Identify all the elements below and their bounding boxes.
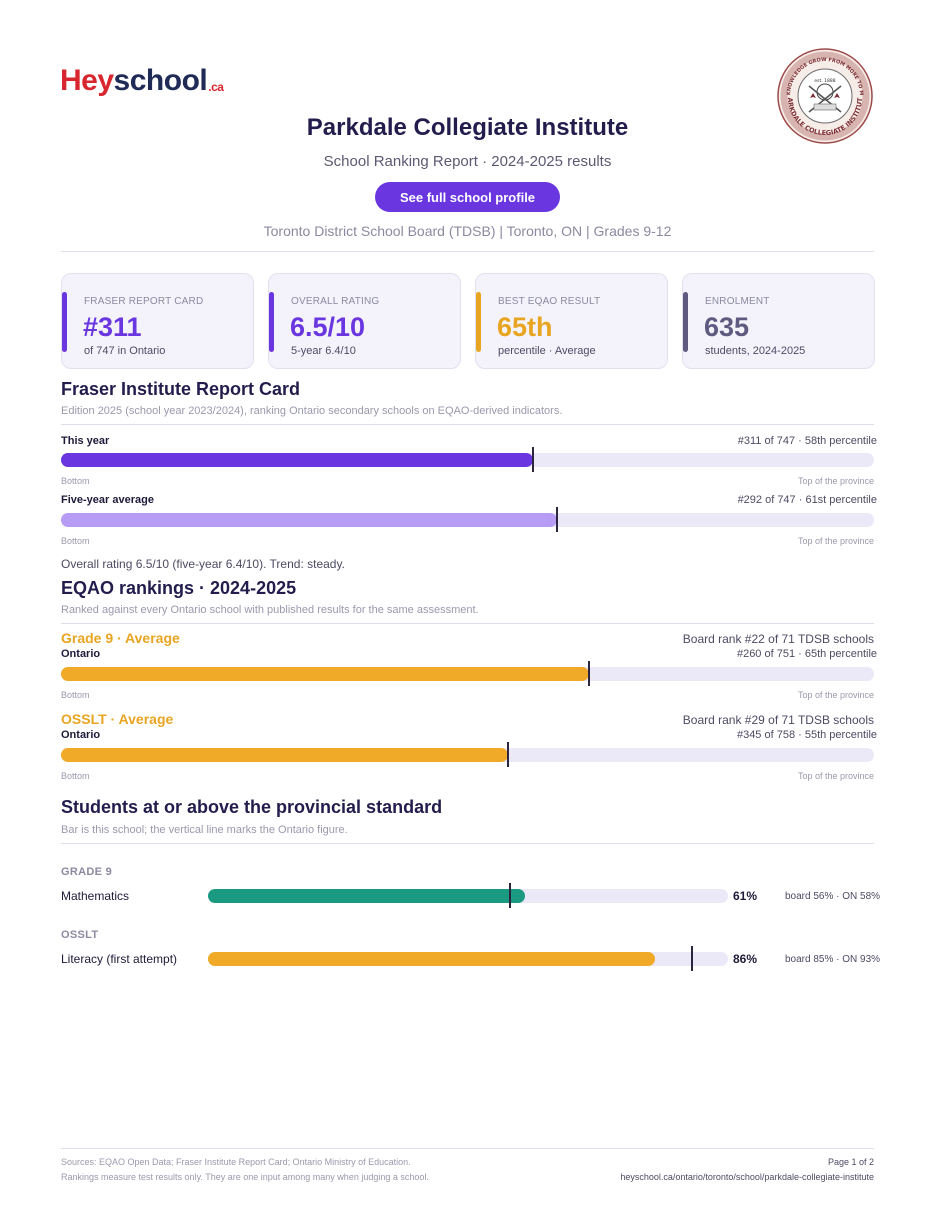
standard-subject: Mathematics [61, 889, 130, 903]
eqao-heading: EQAO rankings · 2024-2025 [61, 578, 297, 598]
eqao-bar-track [61, 661, 874, 686]
standard-group-label: OSSLT [61, 929, 99, 941]
standard-compare: board 85% · ON 93% [785, 954, 881, 965]
stat-card-rating: OVERALL RATING 6.5/10 5-year 6.4/10 [268, 273, 461, 369]
standard-percent: 61% [733, 889, 758, 903]
card-accent [476, 292, 481, 352]
footer-divider [61, 1148, 874, 1149]
bar-edge-bottom: Bottom [61, 536, 90, 546]
stat-value: 65th [497, 312, 553, 342]
card-accent [62, 292, 67, 352]
standard-percent: 86% [733, 952, 758, 966]
fraser-description: Edition 2025 (school year 2023/2024), ra… [61, 405, 563, 417]
fraser-bar-fill [61, 513, 557, 527]
footer-disclaimer: Rankings measure test results only. They… [61, 1172, 429, 1182]
eqao-bar-fill [61, 748, 509, 762]
stat-card-eqao: BEST EQAO RESULT 65th percentile · Avera… [475, 273, 668, 369]
bar-edge-bottom: Bottom [61, 771, 90, 781]
standard-group-label: GRADE 9 [61, 866, 112, 878]
fraser-row-label: This year [61, 435, 110, 447]
stat-label: ENROLMENT [705, 296, 770, 307]
eqao-rank: #260 of 751 · 65th percentile [736, 648, 877, 660]
eqao-board-rank: Board rank #29 of 71 TDSB schools [682, 713, 874, 727]
ontario-marker [508, 883, 511, 908]
stat-card-enrolment: ENROLMENT 635 students, 2024-2025 [682, 273, 875, 369]
standard-heading: Students at or above the provincial stan… [61, 797, 443, 817]
school-crest-icon: LET KNOWLEDGE GROW FROM MORE TO MORE PAR… [774, 46, 873, 144]
stat-label: FRASER REPORT CARD [84, 296, 204, 307]
card-accent [269, 292, 274, 352]
page-title: Parkdale Collegiate Institute [306, 114, 629, 141]
header-divider [61, 251, 874, 252]
eqao-scope: Ontario [61, 648, 101, 660]
standard-bar-fill [208, 952, 656, 966]
ontario-marker [690, 946, 693, 971]
footer-url[interactable]: heyschool.ca/ontario/toronto/school/park… [620, 1172, 874, 1182]
eqao-rank: #345 of 758 · 55th percentile [736, 729, 877, 741]
logo-tld: .ca [208, 80, 224, 94]
eqao-description: Ranked against every Ontario school with… [61, 604, 479, 616]
standard-subject: Literacy (first attempt) [61, 952, 178, 966]
eqao-bar-track [61, 742, 874, 767]
bar-edge-top: Top of the province [797, 690, 874, 700]
stat-sub: percentile · Average [498, 345, 596, 357]
school-meta: Toronto District School Board (TDSB) | T… [263, 223, 672, 239]
fraser-bar-fill [61, 453, 533, 467]
fraser-row-rank: #311 of 747 · 58th percentile [737, 435, 877, 447]
section-divider [61, 623, 874, 624]
stat-card-fraser: FRASER REPORT CARD #311 of 747 in Ontari… [61, 273, 254, 369]
bar-edge-top: Top of the province [797, 771, 874, 781]
fraser-bar-track [61, 507, 874, 532]
fraser-bar-marker [555, 507, 558, 532]
eqao-board-rank: Board rank #22 of 71 TDSB schools [682, 632, 874, 646]
eqao-bar-fill [61, 667, 590, 681]
logo-hey: Hey [60, 64, 114, 97]
stat-value: #311 [83, 312, 142, 342]
eqao-row-title: OSSLT · Average [61, 711, 174, 727]
footer-right: Page 1 of 2 heyschool.ca/ontario/toronto… [620, 1155, 874, 1185]
standard-description: Bar is this school; the vertical line ma… [61, 824, 348, 836]
stat-sub: 5-year 6.4/10 [291, 345, 356, 357]
stat-label: BEST EQAO RESULT [498, 296, 601, 307]
footer-sources-text: Sources: EQAO Open Data; Fraser Institut… [61, 1157, 411, 1167]
bar-edge-top: Top of the province [797, 536, 874, 546]
eqao-bar-marker [507, 742, 510, 767]
stat-value: 635 [704, 312, 750, 342]
fraser-heading: Fraser Institute Report Card [61, 379, 301, 399]
standard-bar-track [208, 883, 728, 908]
fraser-row-rank: #292 of 747 · 61st percentile [737, 494, 877, 506]
heyschool-logo[interactable]: Hey school .ca [60, 62, 224, 98]
stat-sub: of 747 in Ontario [84, 345, 166, 357]
eqao-bar-marker [588, 661, 591, 686]
page-subtitle: School Ranking Report · 2024-2025 result… [323, 153, 612, 170]
fraser-bar-track [61, 447, 874, 472]
seal-established: est. 1888 [814, 78, 835, 84]
stat-sub: students, 2024-2025 [705, 345, 806, 357]
fraser-bar-marker [531, 447, 534, 472]
eqao-scope: Ontario [61, 729, 101, 741]
standard-compare: board 56% · ON 58% [785, 891, 881, 902]
stat-value: 6.5/10 [290, 312, 366, 342]
card-accent [683, 292, 688, 352]
full-profile-button[interactable]: See full school profile [375, 182, 560, 212]
logo-school: school [113, 64, 208, 97]
bar-edge-bottom: Bottom [61, 476, 90, 486]
bar-edge-top: Top of the province [797, 476, 874, 486]
standard-bar-track [208, 946, 728, 971]
bar-edge-bottom: Bottom [61, 690, 90, 700]
stat-label: OVERALL RATING [291, 296, 380, 307]
fraser-row-label: Five-year average [61, 494, 154, 506]
eqao-row-title: Grade 9 · Average [61, 630, 180, 646]
footer-sources: Sources: EQAO Open Data; Fraser Institut… [61, 1155, 429, 1185]
section-divider [61, 424, 874, 425]
standard-bar-fill [208, 889, 526, 903]
fraser-note: Overall rating 6.5/10 (five-year 6.4/10)… [61, 557, 345, 571]
page-number: Page 1 of 2 [827, 1157, 874, 1167]
section-divider [61, 843, 874, 844]
